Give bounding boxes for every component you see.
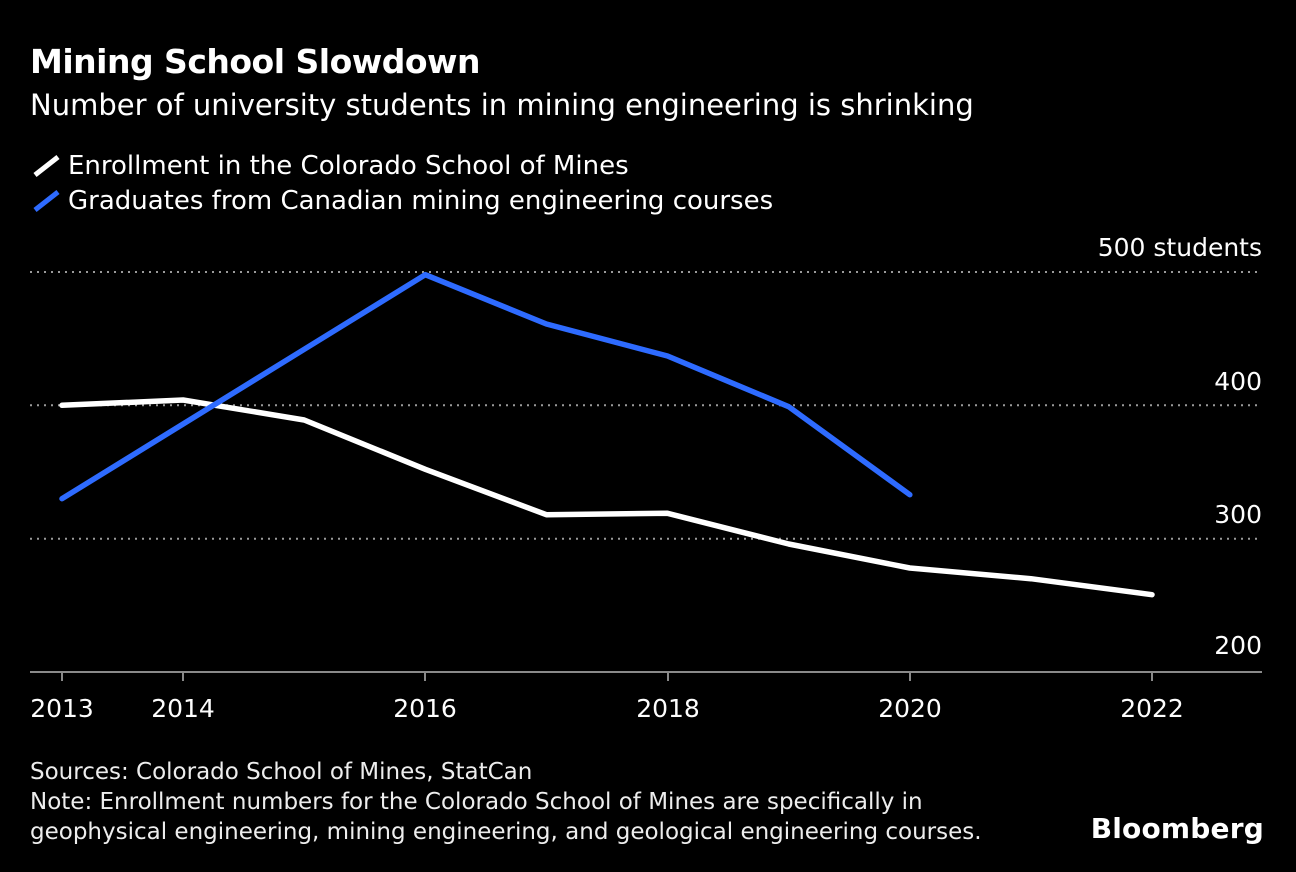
chart-subtitle: Number of university students in mining … bbox=[30, 88, 974, 122]
bloomberg-logo: Bloomberg bbox=[1090, 812, 1264, 845]
x-label-2018: 2018 bbox=[636, 694, 700, 723]
sources-text: Sources: Colorado School of Mines, StatC… bbox=[30, 759, 533, 785]
legend-item-enrollment: Enrollment in the Colorado School of Min… bbox=[30, 148, 773, 183]
y-label-300: 300 bbox=[1214, 500, 1262, 529]
y-label-200: 200 bbox=[1214, 631, 1262, 660]
y-label-500: 500 students bbox=[1098, 233, 1262, 262]
y-label-400: 400 bbox=[1214, 367, 1262, 396]
line-swatch-blue-icon bbox=[33, 189, 60, 212]
chart-title: Mining School Slowdown bbox=[30, 42, 481, 81]
series-line-enrollment bbox=[59, 397, 1155, 598]
x-label-2014: 2014 bbox=[151, 694, 215, 723]
note-text: Note: Enrollment numbers for the Colorad… bbox=[30, 789, 982, 845]
legend-item-graduates: Graduates from Canadian mining engineeri… bbox=[30, 183, 773, 218]
x-axis-ticks bbox=[61, 672, 1153, 681]
legend-label-enrollment: Enrollment in the Colorado School of Min… bbox=[68, 150, 629, 181]
x-label-2016: 2016 bbox=[393, 694, 457, 723]
line-swatch-white-icon bbox=[33, 154, 60, 177]
legend: Enrollment in the Colorado School of Min… bbox=[30, 148, 773, 218]
footer: Sources: Colorado School of Mines, StatC… bbox=[30, 757, 1065, 847]
legend-label-graduates: Graduates from Canadian mining engineeri… bbox=[68, 185, 774, 216]
x-label-2020: 2020 bbox=[878, 694, 942, 723]
x-label-2022: 2022 bbox=[1120, 694, 1184, 723]
chart-area: 500 students 400 300 200 2013 2014 2016 … bbox=[0, 230, 1296, 740]
chart-svg: 500 students 400 300 200 2013 2014 2016 … bbox=[30, 233, 1262, 723]
series-line-graduates bbox=[59, 271, 913, 502]
x-label-2013: 2013 bbox=[30, 694, 94, 723]
